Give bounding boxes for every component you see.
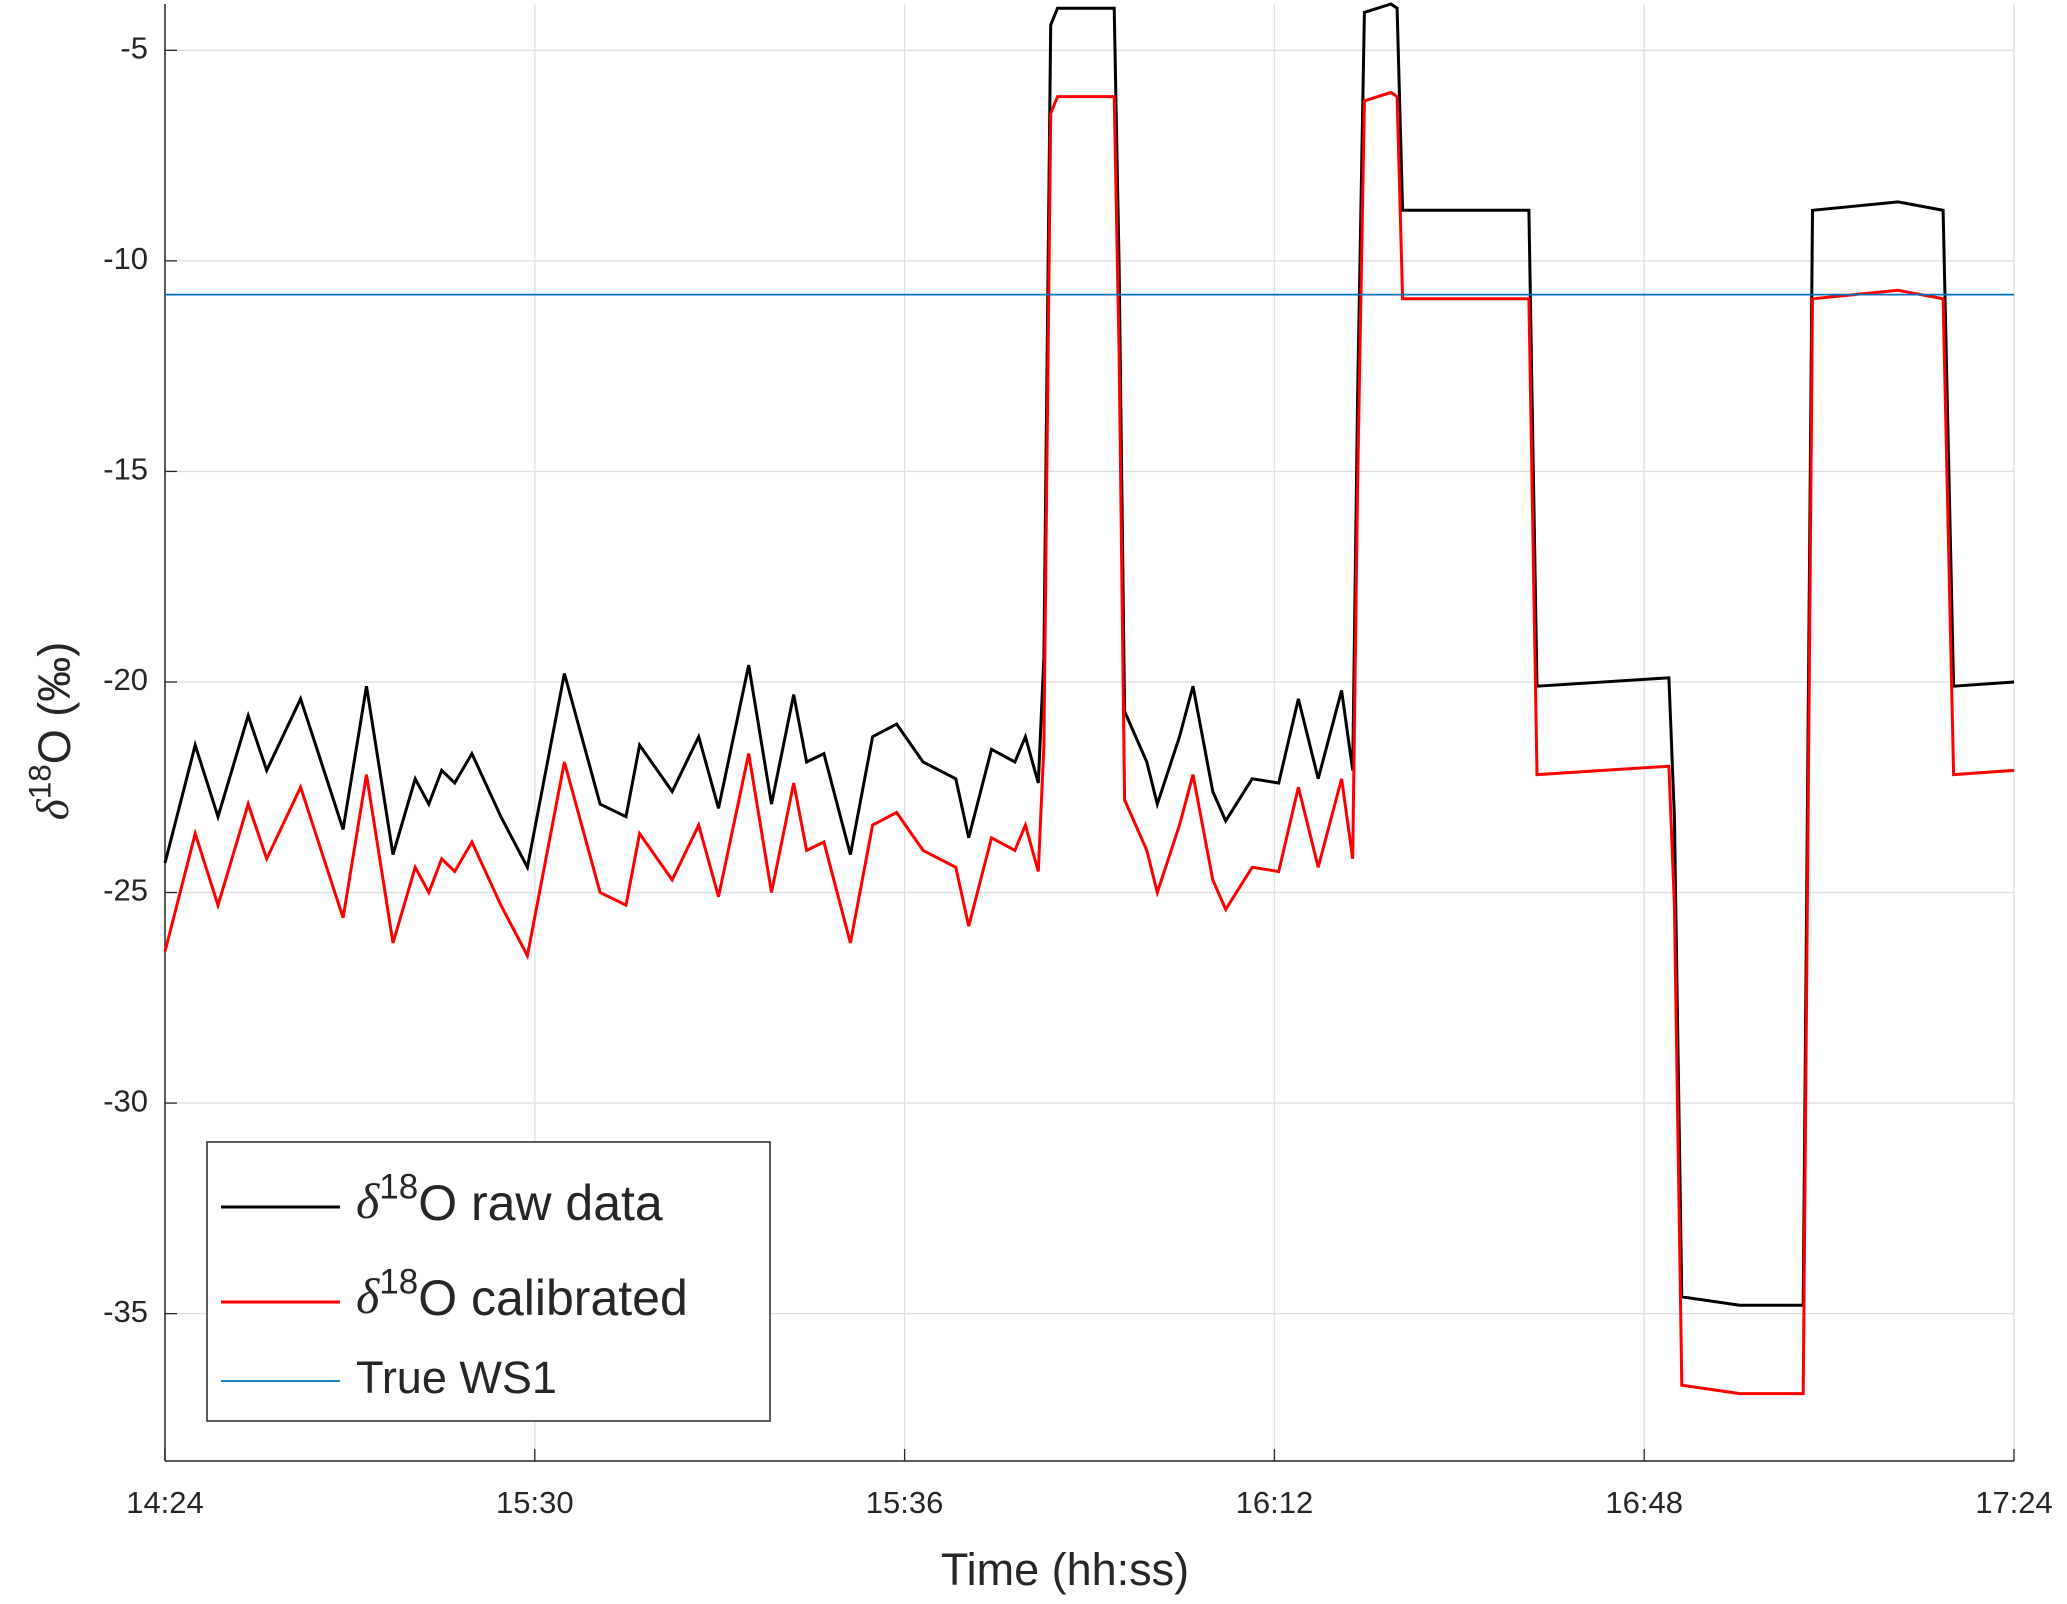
y-tick-label: -25 (103, 873, 148, 908)
data-line (163, 2, 2015, 1307)
data-line (163, 90, 2015, 1396)
x-tick-label: 14:24 (126, 1485, 204, 1520)
y-axis-label: δ18O (‰) (22, 642, 80, 820)
x-tick-label: 15:36 (866, 1485, 944, 1520)
legend-label: δ18O raw data (356, 1168, 663, 1231)
y-tick-label: -10 (103, 241, 148, 276)
x-tick-label: 16:12 (1236, 1485, 1314, 1520)
text-part: O raw data (418, 1175, 663, 1231)
x-tick-label: 16:48 (1605, 1485, 1683, 1520)
text-part: δ (28, 798, 78, 820)
y-tick-label: -35 (103, 1294, 148, 1329)
x-tick-label: 17:24 (1975, 1485, 2053, 1520)
text-part: δ (356, 1268, 380, 1324)
y-tick-label: -5 (120, 31, 148, 66)
text-part: 18 (22, 764, 58, 799)
text-part: O calibrated (418, 1270, 688, 1326)
text-part: δ (356, 1173, 380, 1229)
text-part: 18 (379, 1168, 418, 1207)
text-part: O (‰) (29, 642, 80, 764)
x-tick-label: 15:30 (496, 1485, 574, 1520)
legend-label: δ18O calibrated (356, 1263, 688, 1326)
text-part: 18 (379, 1263, 418, 1302)
y-tick-label: -15 (103, 452, 148, 487)
text-part: True WS1 (356, 1352, 557, 1403)
y-tick-label: -20 (103, 662, 148, 697)
legend-label: True WS1 (356, 1352, 557, 1403)
legend-box (206, 1141, 771, 1422)
y-tick-label: -30 (103, 1083, 148, 1118)
x-axis-label: Time (hh:ss) (941, 1544, 1189, 1595)
